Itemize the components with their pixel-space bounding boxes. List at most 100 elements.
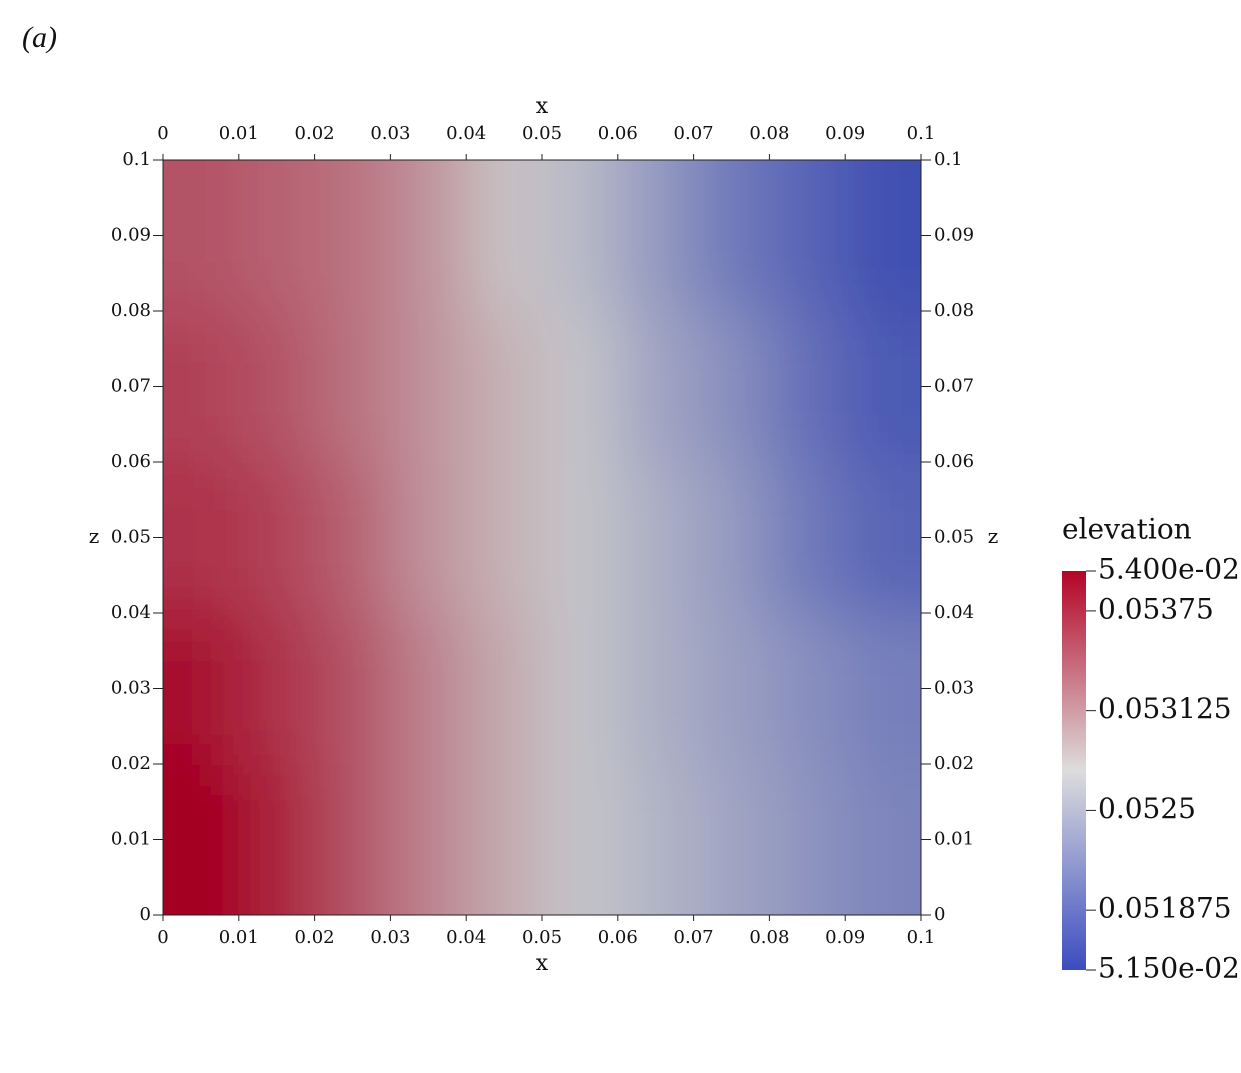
field-cell xyxy=(617,613,695,765)
field-cell xyxy=(769,764,847,915)
field-cell xyxy=(163,311,240,463)
field-cell xyxy=(314,462,392,614)
y-axis-label: z xyxy=(988,524,999,548)
field-cell xyxy=(314,613,392,765)
field-cell xyxy=(617,462,695,614)
x-tick-label: 0.03 xyxy=(370,927,410,948)
x-tick-label: 0.05 xyxy=(522,927,562,948)
field-cell xyxy=(238,160,316,312)
x-tick-label: 0.07 xyxy=(674,123,714,144)
field-cell xyxy=(466,764,543,915)
y-tick-label: 0.07 xyxy=(111,376,151,397)
y-tick-label: 0.05 xyxy=(934,527,974,548)
y-tick-label: 0.04 xyxy=(934,602,974,623)
x-tick-label: 0.08 xyxy=(749,123,789,144)
field-cell xyxy=(845,160,921,312)
panel-label: (a) xyxy=(22,21,57,54)
y-tick-label: 0.07 xyxy=(934,376,974,397)
y-tick-label: 0.01 xyxy=(111,829,151,850)
field-cell xyxy=(617,160,695,312)
field-cell xyxy=(542,462,619,614)
y-tick-label: 0.03 xyxy=(111,678,151,699)
x-tick-label: 0.05 xyxy=(522,123,562,144)
y-tick-label: 0.08 xyxy=(934,300,974,321)
field-cell xyxy=(845,764,921,915)
y-tick-label: 0 xyxy=(140,904,151,925)
field-cell xyxy=(390,462,468,614)
y-tick-label: 0.02 xyxy=(934,753,974,774)
field-cell xyxy=(163,160,240,312)
field-cell xyxy=(314,764,392,915)
y-tick-label: 0 xyxy=(934,904,945,925)
x-tick-label: 0.03 xyxy=(370,123,410,144)
field-cell xyxy=(845,311,921,463)
field-cell xyxy=(693,462,771,614)
field xyxy=(163,160,921,915)
x-tick-label: 0.08 xyxy=(749,927,789,948)
field-cell xyxy=(390,311,468,463)
x-tick-label: 0.04 xyxy=(446,927,486,948)
x-tick-label: 0.09 xyxy=(825,927,865,948)
y-axis-label: z xyxy=(89,524,100,548)
field-cell xyxy=(390,160,468,312)
field-cell xyxy=(390,764,468,915)
field-cell xyxy=(238,764,316,915)
field-cell xyxy=(466,311,543,463)
field-cell xyxy=(466,613,543,765)
field-cell xyxy=(163,613,240,765)
colorbar-title: elevation xyxy=(1062,513,1192,546)
field-cell xyxy=(845,462,921,614)
field-cell xyxy=(542,160,619,312)
field-cell xyxy=(163,764,240,915)
field-cell xyxy=(542,613,619,765)
y-tick-label: 0.1 xyxy=(122,149,151,170)
field-cell xyxy=(238,462,316,614)
y-tick-label: 0.03 xyxy=(934,678,974,699)
field-cell xyxy=(617,764,695,915)
colorbar-tick-label: 5.400e-02 xyxy=(1098,553,1240,586)
x-tick-label: 0.01 xyxy=(219,927,259,948)
field-cell xyxy=(542,764,619,915)
colorbar-tick-label: 5.150e-02 xyxy=(1098,952,1240,985)
field-cell xyxy=(466,160,543,312)
field-cell xyxy=(845,613,921,765)
colorbar-tick-label: 0.0525 xyxy=(1098,792,1196,825)
y-tick-label: 0.01 xyxy=(934,829,974,850)
y-tick-label: 0.05 xyxy=(111,527,151,548)
field-cell xyxy=(693,613,771,765)
colorbar-tick-label: 0.053125 xyxy=(1098,692,1232,725)
y-tick-label: 0.02 xyxy=(111,753,151,774)
x-tick-label: 0.04 xyxy=(446,123,486,144)
field-cell xyxy=(314,311,392,463)
field-cell xyxy=(693,311,771,463)
y-tick-label: 0.04 xyxy=(111,602,151,623)
field-cell xyxy=(693,160,771,312)
field-cell xyxy=(769,311,847,463)
y-tick-label: 0.08 xyxy=(111,300,151,321)
x-tick-label: 0 xyxy=(157,123,168,144)
field-cell xyxy=(542,311,619,463)
field-cell xyxy=(769,160,847,312)
x-tick-label: 0.09 xyxy=(825,123,865,144)
x-tick-label: 0.1 xyxy=(907,927,936,948)
y-tick-label: 0.06 xyxy=(111,451,151,472)
x-tick-label: 0 xyxy=(157,927,168,948)
colorbar-tick-label: 0.051875 xyxy=(1098,892,1232,925)
field-cell xyxy=(617,311,695,463)
field-cell xyxy=(466,462,543,614)
field-cell xyxy=(163,462,240,614)
colorbar xyxy=(1062,571,1086,970)
field-cell xyxy=(238,613,316,765)
colorbar-tick-label: 0.05375 xyxy=(1098,592,1214,625)
y-tick-label: 0.09 xyxy=(111,225,151,246)
x-tick-label: 0.01 xyxy=(219,123,259,144)
y-tick-label: 0.09 xyxy=(934,225,974,246)
field-cell xyxy=(390,613,468,765)
field-cell xyxy=(314,160,392,312)
x-axis-label: x xyxy=(536,951,549,976)
x-tick-label: 0.06 xyxy=(598,927,638,948)
field-cell xyxy=(693,764,771,915)
field-cell xyxy=(238,311,316,463)
x-tick-label: 0.06 xyxy=(598,123,638,144)
